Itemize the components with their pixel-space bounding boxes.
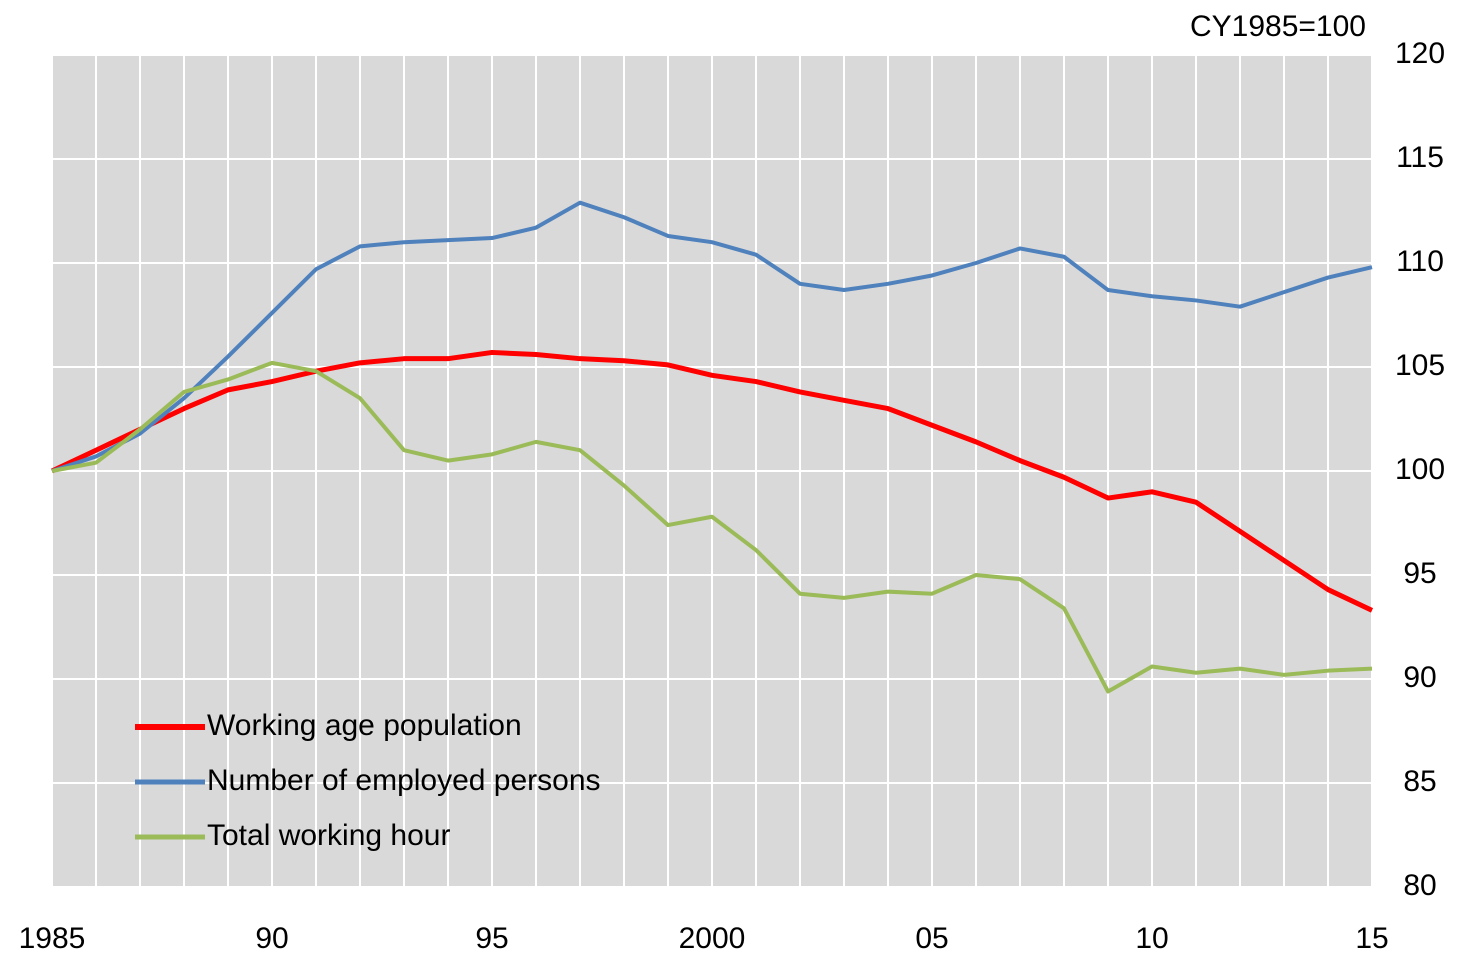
y-tick-label: 115 (1396, 141, 1444, 174)
x-tick-label: 2000 (679, 922, 746, 955)
y-tick-label: 105 (1395, 349, 1445, 382)
legend-label: Total working hour (207, 819, 450, 852)
legend-label: Working age population (207, 709, 522, 742)
y-tick-label: 80 (1403, 869, 1436, 902)
series-line (51, 360, 1373, 694)
x-tick-label: 1985 (19, 922, 86, 955)
y-tick-label: 90 (1403, 661, 1436, 694)
y-tick-label: 110 (1396, 245, 1444, 278)
x-tick-label: 95 (475, 922, 508, 955)
series-line (51, 200, 1373, 473)
y-tick-label: 120 (1395, 37, 1445, 70)
x-tick-label: 05 (915, 922, 948, 955)
x-tick-label: 90 (255, 922, 288, 955)
legend-label: Number of employed persons (207, 764, 601, 797)
unit-label: CY1985=100 (1190, 10, 1366, 43)
y-tick-label: 95 (1403, 557, 1436, 590)
x-tick-label: 15 (1355, 922, 1388, 955)
y-tick-label: 100 (1395, 453, 1445, 486)
series-line (50, 349, 1374, 613)
x-tick-label: 10 (1135, 922, 1168, 955)
y-tick-label: 85 (1403, 765, 1436, 798)
